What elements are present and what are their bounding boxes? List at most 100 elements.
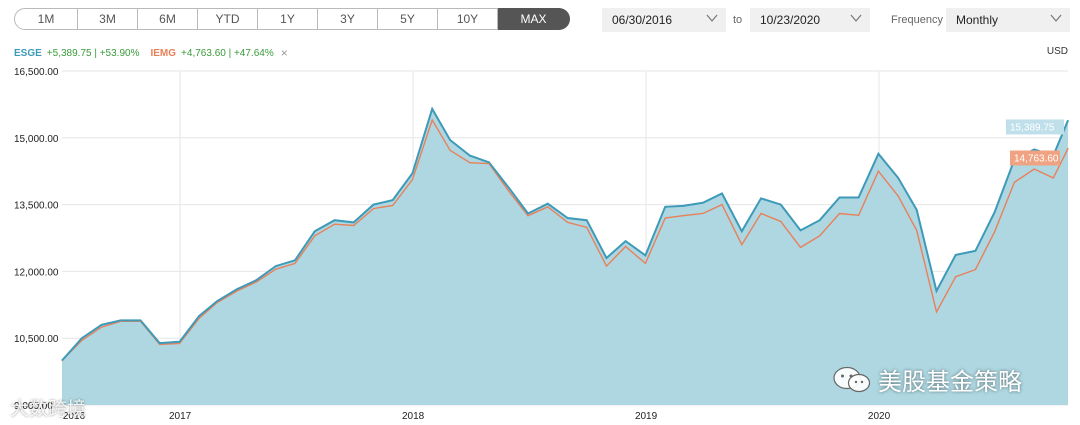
data-point-iemg	[314, 235, 316, 237]
data-point-esge	[449, 139, 451, 141]
end-date-value: 10/23/2020	[760, 13, 821, 27]
data-point-iemg	[858, 214, 860, 216]
data-point-iemg	[392, 204, 394, 207]
data-point-esge	[255, 279, 257, 281]
data-point-iemg	[993, 231, 996, 233]
data-point-iemg	[159, 343, 161, 346]
data-point-esge	[877, 153, 880, 155]
data-point-iemg	[838, 212, 841, 215]
data-point-esge	[100, 324, 103, 326]
data-point-iemg	[1067, 147, 1069, 150]
data-point-iemg	[955, 276, 957, 278]
y-tick-label: 16,500.00	[14, 67, 59, 78]
data-point-iemg	[682, 215, 684, 217]
chevron-down-icon	[1050, 14, 1062, 22]
data-point-esge	[411, 172, 414, 175]
data-point-esge	[993, 211, 996, 213]
range-button-3y[interactable]: 3Y	[318, 8, 378, 30]
x-tick-label: 2017	[169, 411, 192, 422]
range-button-10y[interactable]: 10Y	[438, 8, 498, 30]
currency-label: USD	[1046, 46, 1068, 57]
wechat-icon	[833, 366, 871, 392]
data-point-iemg	[139, 320, 142, 322]
data-point-iemg	[916, 229, 918, 232]
data-point-iemg	[877, 170, 880, 172]
end-label-iemg: 14,763.60	[1014, 153, 1059, 164]
data-point-esge	[508, 187, 510, 189]
data-point-esge	[431, 108, 433, 110]
data-point-iemg	[547, 206, 549, 208]
range-button-ytd[interactable]: YTD	[198, 8, 258, 30]
data-point-iemg	[120, 320, 122, 322]
data-point-esge	[838, 196, 841, 199]
data-point-iemg	[819, 235, 821, 237]
data-point-esge	[139, 319, 142, 321]
range-button-1m[interactable]: 1M	[14, 8, 78, 30]
data-point-esge	[198, 315, 200, 317]
frequency-select[interactable]: Monthly	[946, 8, 1070, 32]
data-point-iemg	[721, 204, 723, 206]
data-point-esge	[275, 265, 277, 267]
to-label: to	[733, 14, 743, 26]
range-button-5y[interactable]: 5Y	[378, 8, 438, 30]
data-point-iemg	[644, 262, 647, 264]
y-tick-label: 12,000.00	[14, 267, 59, 278]
data-point-iemg	[508, 190, 510, 192]
start-date-select[interactable]: 06/30/2016	[602, 8, 726, 32]
data-point-iemg	[431, 119, 433, 121]
range-button-3m[interactable]: 3M	[78, 8, 138, 30]
legend-close-icon[interactable]: ×	[280, 46, 288, 60]
data-point-iemg	[566, 221, 569, 224]
chart-legend: ESGE +5,389.75 | +53.90% IEMG +4,763.60 …	[14, 46, 288, 60]
end-label-esge: 15,389.75	[1010, 122, 1055, 133]
data-point-iemg	[702, 212, 704, 215]
data-point-esge	[216, 300, 218, 302]
data-point-iemg	[741, 244, 743, 246]
data-point-esge	[178, 341, 181, 343]
data-point-esge	[935, 290, 938, 292]
x-tick-label: 2019	[635, 411, 658, 422]
legend-esge-stats: +5,389.75 | +53.90%	[46, 47, 140, 59]
data-point-iemg	[469, 162, 471, 164]
chart-axes: 9,000.00 10,500.00 12,000.00 13,500.00 15,00…	[14, 67, 1064, 422]
frequency-value: Monthly	[956, 13, 999, 27]
start-date-value: 06/30/2016	[612, 13, 673, 27]
watermark-right: 美股基金策略	[832, 362, 1022, 397]
data-point-iemg	[372, 208, 375, 210]
data-point-iemg	[81, 339, 83, 342]
x-tick-label: 2016	[63, 411, 86, 422]
data-point-esge	[974, 250, 977, 252]
data-point-esge	[799, 229, 802, 232]
data-point-iemg	[275, 268, 277, 270]
data-point-esge	[81, 337, 83, 339]
data-point-esge	[527, 212, 529, 215]
data-point-esge	[586, 219, 588, 221]
data-point-esge	[488, 161, 490, 163]
range-button-max[interactable]: MAX	[498, 8, 570, 30]
watermark-left-text: 大数跨境	[10, 398, 87, 420]
data-point-iemg	[178, 342, 181, 345]
data-point-esge	[858, 196, 860, 199]
data-point-esge	[1033, 148, 1035, 150]
range-button-6m[interactable]: 6M	[138, 8, 198, 30]
data-point-iemg	[935, 311, 938, 313]
data-point-esge	[294, 259, 296, 261]
chart-plot-area	[61, 106, 1069, 406]
data-point-iemg	[605, 265, 608, 267]
data-point-esge	[333, 219, 336, 221]
data-point-esge	[547, 203, 549, 205]
chevron-down-icon	[850, 14, 862, 22]
data-point-esge	[780, 204, 782, 206]
legend-iemg-stats: +4,763.60 | +47.64%	[181, 47, 274, 59]
data-point-iemg	[586, 226, 588, 228]
y-tick-label: 9,000.00	[14, 401, 53, 412]
data-point-esge	[741, 230, 743, 232]
watermark-left: 大数跨境	[10, 394, 86, 421]
data-point-iemg	[294, 262, 296, 264]
range-button-1y[interactable]: 1Y	[258, 8, 318, 30]
data-point-esge	[819, 219, 821, 221]
end-date-select[interactable]: 10/23/2020	[750, 8, 870, 32]
data-point-esge	[1067, 119, 1069, 122]
data-point-iemg	[198, 317, 200, 319]
data-point-esge	[897, 177, 899, 179]
